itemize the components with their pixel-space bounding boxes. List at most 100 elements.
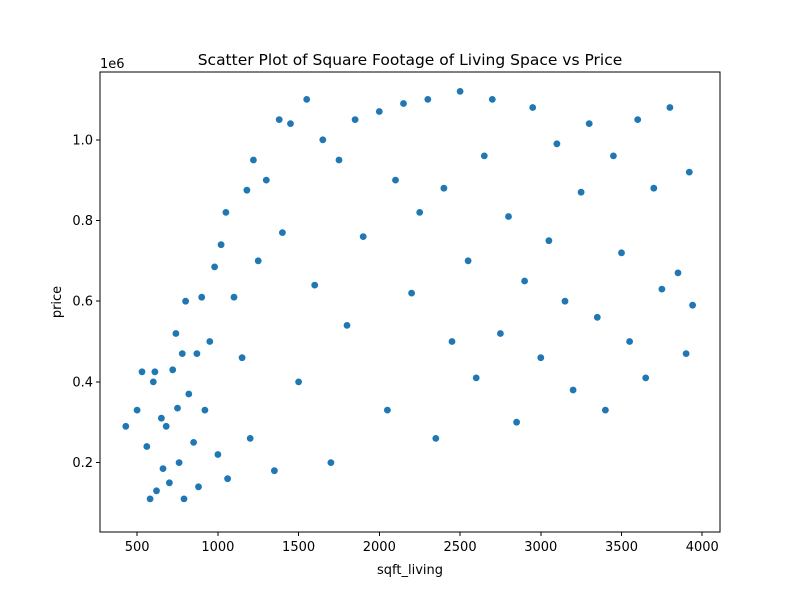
data-point <box>685 168 693 176</box>
data-point <box>182 297 190 305</box>
plot-area-frame <box>99 71 721 533</box>
y-tick-label: 0.8 <box>72 214 93 229</box>
data-point <box>642 374 650 382</box>
data-point <box>689 301 696 309</box>
data-point <box>384 406 391 414</box>
data-point <box>327 459 335 466</box>
data-point <box>149 378 157 386</box>
data-point <box>180 495 188 503</box>
data-point <box>238 354 246 362</box>
data-point <box>153 487 160 495</box>
data-point <box>217 241 225 249</box>
data-point <box>456 88 464 95</box>
data-point <box>682 350 690 357</box>
data-point <box>185 390 193 398</box>
data-point <box>585 120 593 127</box>
data-point <box>537 354 545 362</box>
data-point <box>432 435 440 442</box>
data-point <box>166 479 173 487</box>
data-point <box>190 439 198 446</box>
data-point <box>464 257 472 265</box>
data-point <box>505 213 512 220</box>
data-point <box>553 140 561 148</box>
data-point <box>254 257 262 265</box>
data-point <box>400 100 407 107</box>
data-point <box>175 459 183 466</box>
data-point <box>214 451 222 458</box>
data-point <box>262 176 270 184</box>
data-point <box>408 289 415 297</box>
data-point <box>193 350 201 357</box>
y-tick-label: 1.0 <box>72 133 93 148</box>
data-point <box>250 156 257 164</box>
data-point <box>151 368 159 376</box>
data-point <box>618 249 625 257</box>
data-point <box>287 120 294 127</box>
data-point <box>178 350 186 357</box>
data-point <box>480 152 488 160</box>
data-points <box>122 88 696 503</box>
data-point <box>222 209 230 216</box>
x-axis: 500 1000 1500 2000 2500 3000 3500 4000 <box>125 532 719 555</box>
data-point <box>319 136 327 144</box>
data-point <box>138 368 146 376</box>
y-tick-label: 0.4 <box>72 375 93 390</box>
data-point <box>440 184 448 192</box>
data-point <box>375 108 383 115</box>
data-point <box>569 386 577 394</box>
data-point <box>529 104 537 111</box>
x-tick-label: 500 <box>125 540 150 555</box>
data-point <box>295 378 302 386</box>
data-point <box>195 483 202 491</box>
data-point <box>392 176 399 184</box>
data-point <box>545 237 553 245</box>
data-point <box>311 281 319 289</box>
y-tick-label: 0.6 <box>72 295 93 310</box>
y-axis-offset-label: 1e6 <box>100 57 125 72</box>
data-point <box>172 330 180 337</box>
data-point <box>513 418 520 426</box>
data-point <box>303 96 311 103</box>
data-point <box>159 465 167 472</box>
y-axis: 0.2 0.4 0.6 0.8 1.0 <box>72 133 100 471</box>
data-point <box>206 338 214 345</box>
data-point <box>626 338 633 345</box>
data-point <box>198 293 206 301</box>
y-axis-label: price <box>50 286 65 318</box>
data-point <box>169 366 177 374</box>
data-point <box>275 116 283 123</box>
data-point <box>416 209 424 216</box>
data-point <box>448 338 456 345</box>
data-point <box>146 495 154 503</box>
data-point <box>335 156 343 164</box>
data-point <box>424 96 432 103</box>
data-point <box>488 96 496 103</box>
x-axis-label: sqft_living <box>377 563 443 578</box>
x-tick-label: 3000 <box>524 540 557 555</box>
data-point <box>610 152 617 160</box>
data-point <box>593 313 601 321</box>
chart-title: Scatter Plot of Square Footage of Living… <box>198 51 623 69</box>
data-point <box>158 414 165 422</box>
data-point <box>561 297 569 305</box>
data-point <box>133 406 141 414</box>
data-point <box>211 263 219 271</box>
data-point <box>162 422 170 430</box>
data-point <box>634 116 642 123</box>
data-point <box>243 186 251 194</box>
data-point <box>650 184 658 192</box>
data-point <box>279 229 286 237</box>
x-tick-label: 3500 <box>605 540 638 555</box>
x-tick-label: 1500 <box>282 540 315 555</box>
data-point <box>201 406 209 414</box>
data-point <box>351 116 359 123</box>
data-point <box>230 293 238 301</box>
data-point <box>602 406 609 414</box>
data-point <box>343 322 351 329</box>
data-point <box>246 435 254 442</box>
data-point <box>658 285 666 293</box>
x-tick-label: 4000 <box>686 540 719 555</box>
